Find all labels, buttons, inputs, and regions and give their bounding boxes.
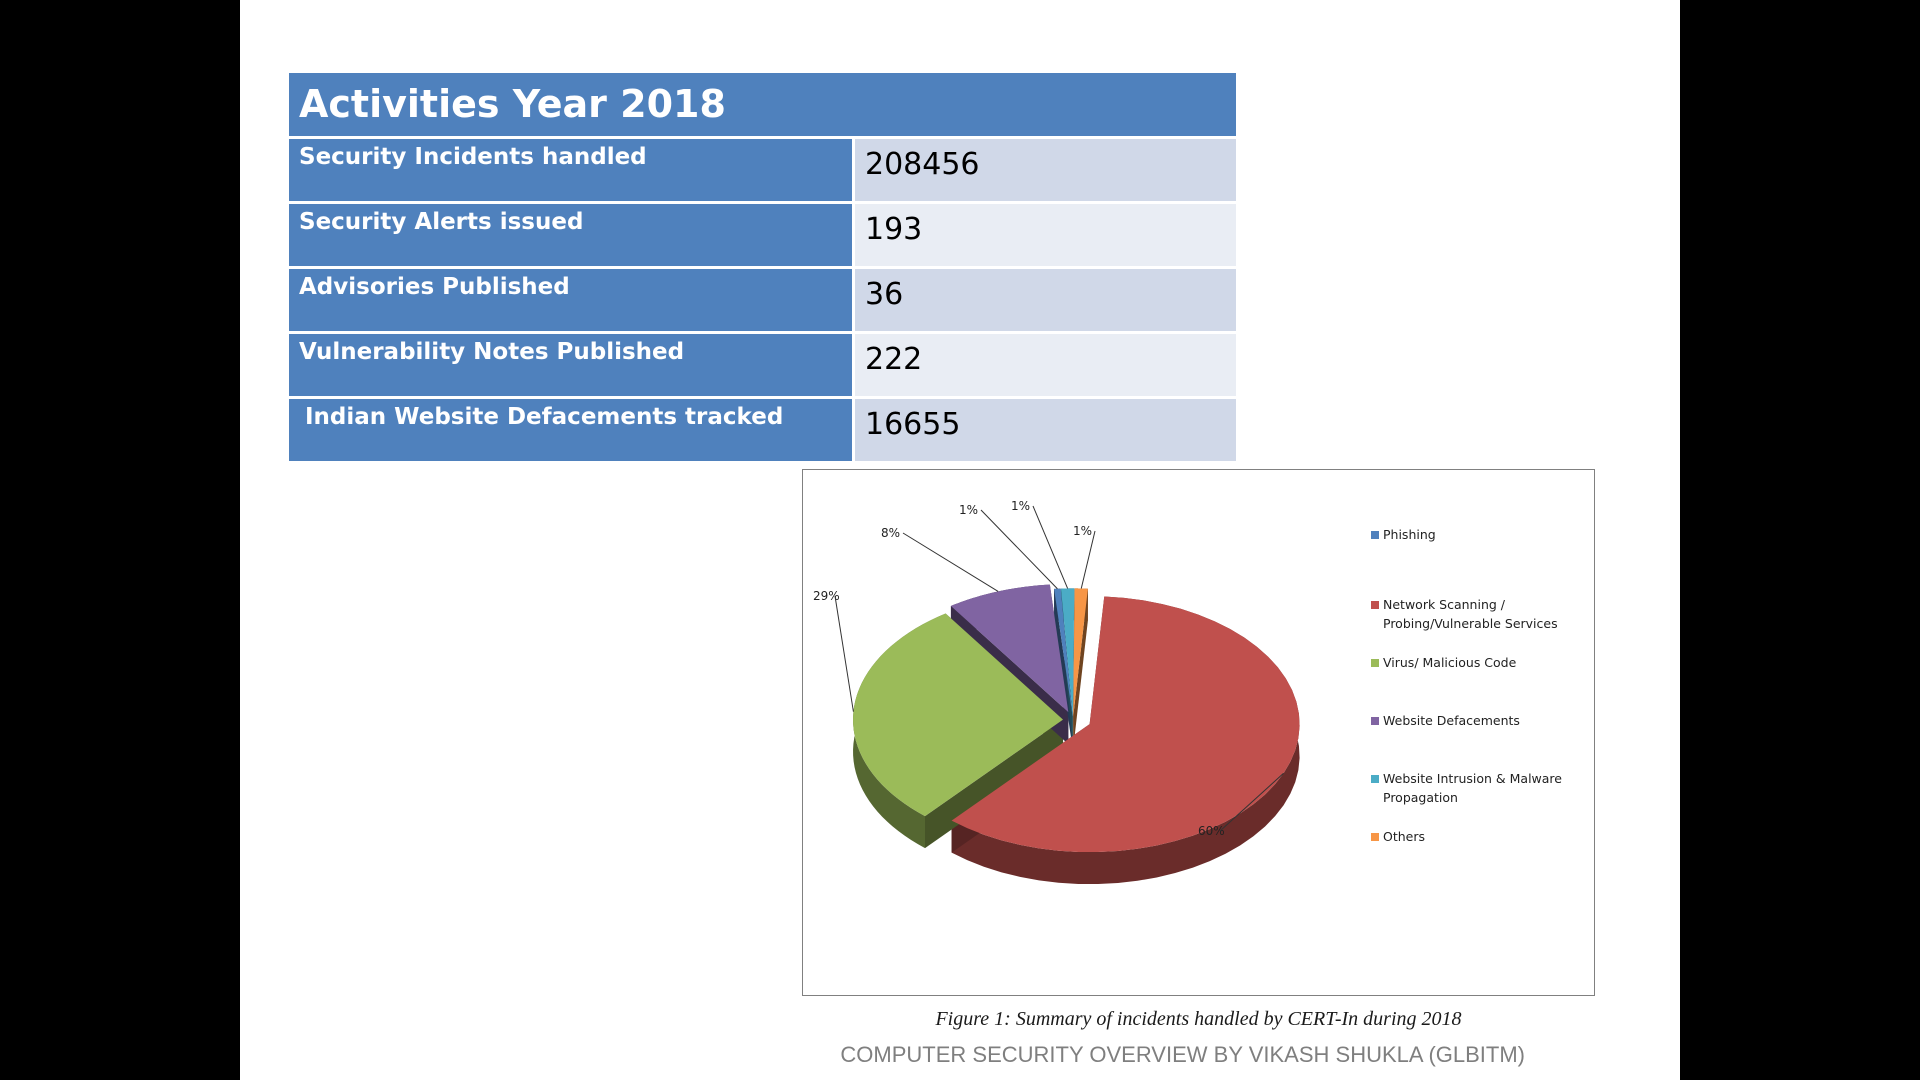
table-title: Activities Year 2018	[289, 73, 1236, 136]
pie-wall-phishing	[1054, 588, 1073, 749]
pie-slice-others	[1073, 588, 1088, 717]
legend-item: Others	[1371, 827, 1586, 846]
row-value: 36	[855, 269, 1236, 331]
legend-item: Virus/ Malicious Code	[1371, 653, 1586, 672]
legend-swatch	[1371, 717, 1379, 725]
row-value: 208456	[855, 139, 1236, 201]
legend-swatch	[1371, 531, 1379, 539]
row-label: Security Incidents handled	[289, 139, 852, 201]
legend-item: Network Scanning / Probing/Vulnerable Ser…	[1371, 595, 1586, 633]
table-row: Advisories Published 36	[289, 269, 1236, 331]
row-value: 16655	[855, 399, 1236, 461]
legend-label: Network Scanning /	[1383, 597, 1505, 612]
data-label: 8%	[881, 526, 900, 540]
activities-table: Activities Year 2018 Security Incidents …	[289, 73, 1236, 461]
data-label: 1%	[1073, 524, 1092, 538]
leader-line	[1032, 505, 1069, 589]
pie-wall-website-intrusion-malware-propagation	[1072, 588, 1075, 749]
slide: Activities Year 2018 Security Incidents …	[240, 0, 1680, 1080]
table-row: Indian Website Defacements tracked 16655	[289, 399, 1236, 461]
legend-swatch	[1371, 833, 1379, 841]
data-label: 1%	[959, 503, 978, 517]
table-row: Security Alerts issued 193	[289, 204, 1236, 266]
pie-slice-virus-malicious-code	[853, 613, 1064, 817]
data-label: 60%	[1198, 824, 1225, 838]
row-label: Vulnerability Notes Published	[289, 334, 852, 396]
legend-swatch	[1371, 601, 1379, 609]
pie-slice-network-scanning-probing-vulnerable-services	[951, 596, 1300, 853]
pie-slice-website-defacements	[950, 584, 1069, 713]
row-label: Security Alerts issued	[289, 204, 852, 266]
data-label: 29%	[813, 589, 840, 603]
leader-line	[1080, 530, 1096, 589]
pie-slice-phishing	[1054, 588, 1073, 717]
leader-line	[980, 509, 1058, 590]
pie-chart: 60% 29% 8% 1% 1% 1%	[813, 499, 1300, 885]
pie-chart-frame: 60% 29% 8% 1% 1% 1% Phishing Network Scanning …	[802, 469, 1595, 996]
legend-label: Probing/Vulnerable Services	[1383, 616, 1558, 631]
pie-slice-website-intrusion-malware-propagation	[1060, 588, 1075, 717]
leader-line	[1219, 772, 1284, 832]
pie-wall-others	[1073, 588, 1088, 749]
row-value: 193	[855, 204, 1236, 266]
legend-swatch	[1371, 775, 1379, 783]
table-row: Vulnerability Notes Published 222	[289, 334, 1236, 396]
pie-data-labels: 60% 29% 8% 1% 1% 1%	[813, 499, 1284, 838]
legend-label: Virus/ Malicious Code	[1383, 655, 1517, 670]
table-row: Security Incidents handled 208456	[289, 139, 1236, 201]
legend-item: Website Intrusion & Malware Propagation	[1371, 769, 1586, 807]
legend-swatch	[1371, 659, 1379, 667]
legend-label: Propagation	[1383, 790, 1458, 805]
legend-label: Website Defacements	[1383, 713, 1520, 728]
row-label: Advisories Published	[289, 269, 852, 331]
legend-item: Phishing	[1371, 525, 1586, 544]
leader-line	[902, 532, 999, 592]
legend-item: Website Defacements	[1371, 711, 1586, 730]
legend-label: Phishing	[1383, 527, 1436, 542]
row-label: Indian Website Defacements tracked	[289, 399, 852, 461]
legend-label: Website Intrusion & Malware	[1383, 771, 1562, 786]
footer-text: COMPUTER SECURITY OVERVIEW BY VIKASH SHU…	[840, 1042, 1525, 1067]
legend-label: Others	[1383, 829, 1426, 844]
row-value: 222	[855, 334, 1236, 396]
pie-rim-network-scanning-probing-vulnerable-services	[951, 596, 1300, 885]
figure-caption: Figure 1: Summary of incidents handled b…	[935, 1008, 1462, 1030]
pie-tops	[853, 584, 1300, 853]
leader-line	[834, 595, 854, 712]
data-label: 1%	[1011, 499, 1030, 513]
